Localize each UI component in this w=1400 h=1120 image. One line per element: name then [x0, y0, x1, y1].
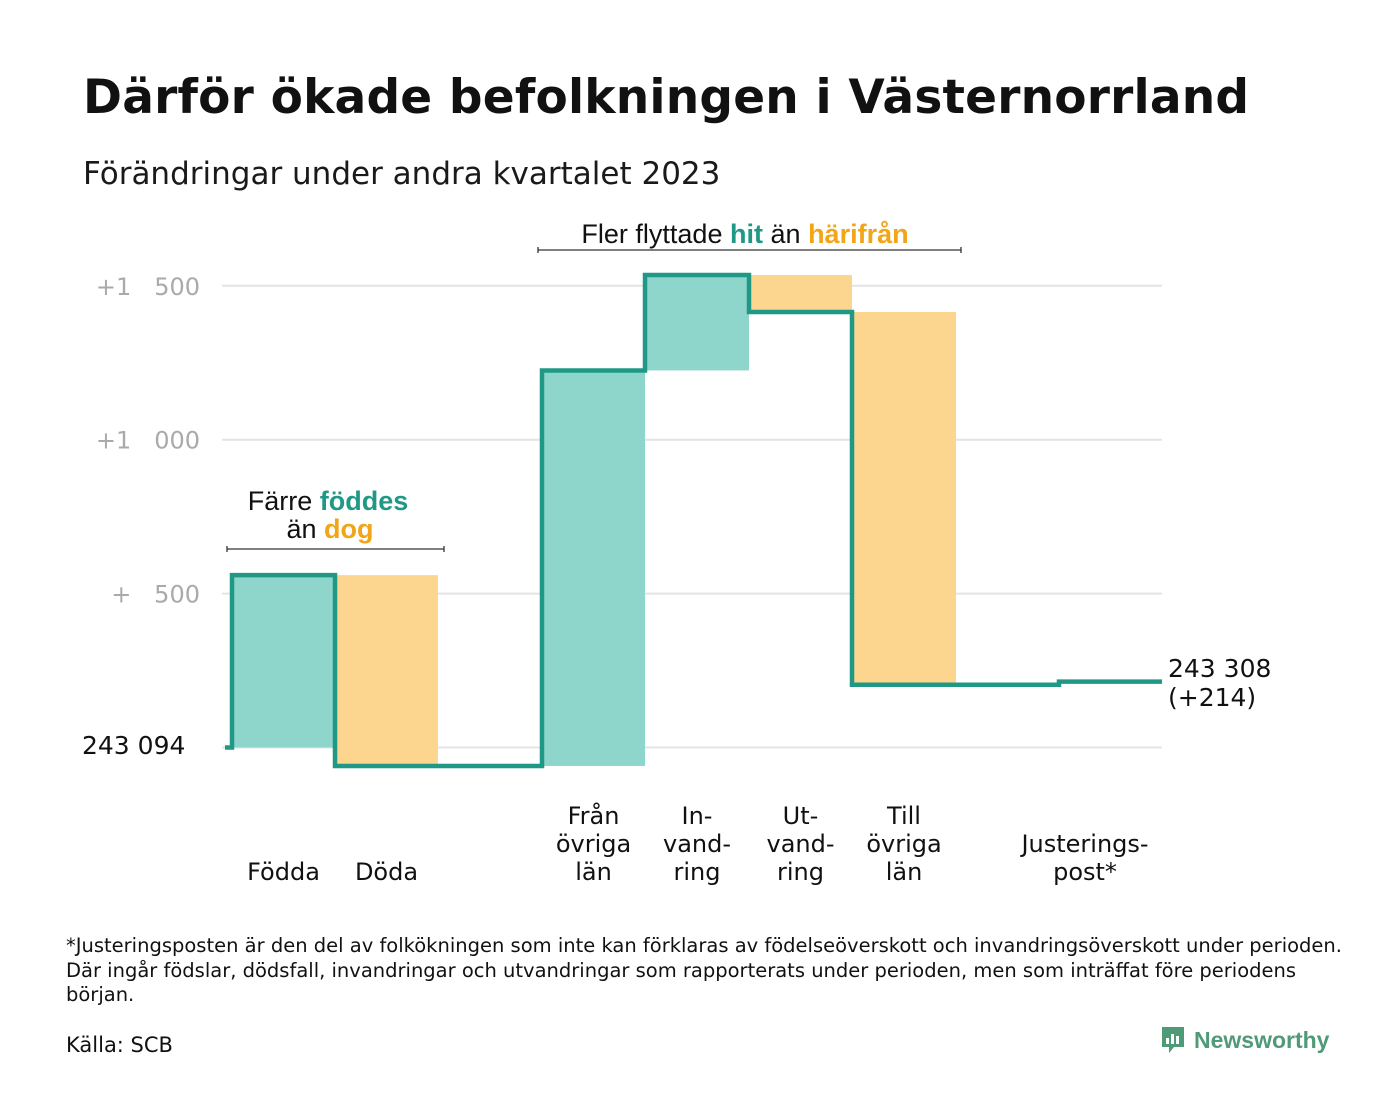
waterfall-bar: [232, 575, 335, 748]
category-label: Från övriga län: [556, 801, 631, 886]
annotation-births-pre2: än: [286, 514, 316, 544]
category-label: Till övriga län: [866, 802, 941, 886]
end-change-label: (+214): [1168, 683, 1256, 712]
svg-text:Färre föddes: Färre föddes: [248, 486, 409, 516]
brand-name: Newsworthy: [1194, 1026, 1330, 1053]
annotation-migration-pre: Fler flyttade: [581, 219, 722, 249]
chart-subtitle: Förändringar under andra kvartalet 2023: [83, 156, 721, 192]
category-label: Ut-vand-ring: [766, 802, 834, 886]
waterfall-bar: [335, 575, 438, 766]
newsworthy-logo-icon: [1162, 1027, 1184, 1053]
category-label: Födda: [247, 858, 320, 886]
y-tick-label: +1 500: [96, 273, 200, 301]
annotation-migration-bracket: [537, 247, 962, 253]
waterfall-bar: [645, 275, 749, 371]
annotation-migration: Fler flyttade hit än härifrån: [537, 219, 962, 253]
source-label: Källa: SCB: [66, 1033, 173, 1057]
annotation-migration-hl1: hit: [730, 219, 763, 249]
running-total-step-line: [225, 272, 1162, 769]
annotation-migration-mid: än: [771, 219, 801, 249]
category-labels: Födda Döda Från övriga län In-vand-ring Ut-van…: [247, 801, 1148, 886]
start-value-label: 243 094: [82, 731, 185, 760]
annotation-births-pre: Färre: [248, 486, 313, 516]
y-axis-labels: + 500 +1 000 +1 500: [96, 273, 200, 609]
category-label: Justerings-post*: [1019, 830, 1148, 886]
chart-title: Därför ökade befolkningen i Västernorrla…: [83, 70, 1250, 125]
svg-text:än dog: än dog: [286, 514, 373, 544]
annotation-births: Färre föddes än dog: [226, 486, 445, 552]
running-total-line: [225, 272, 1162, 769]
waterfall-chart: + 500 +1 000 +1 500 Födda Döda Från övriga län…: [82, 219, 1271, 886]
annotation-births-hl1: föddes: [320, 486, 409, 516]
category-label: In-vand-ring: [663, 802, 731, 886]
waterfall-bar: [542, 370, 645, 766]
category-label: Döda: [355, 858, 418, 886]
waterfall-bar: [749, 275, 852, 312]
footnote: *Justeringsposten är den del av folkökni…: [66, 934, 1342, 1006]
y-tick-label: + 500: [111, 581, 200, 609]
annotation-births-bracket: [226, 546, 445, 552]
y-tick-label: +1 000: [96, 427, 200, 455]
annotation-migration-hl2: härifrån: [808, 219, 909, 249]
bars: [232, 275, 956, 766]
annotation-births-hl2: dog: [324, 514, 373, 544]
brand-logo: Newsworthy: [1160, 1025, 1329, 1055]
waterfall-bar: [852, 311, 956, 685]
end-value-label: 243 308: [1168, 654, 1271, 683]
svg-text:Fler flyttade hit: Fler flyttade hit än härifrån: [581, 219, 908, 249]
